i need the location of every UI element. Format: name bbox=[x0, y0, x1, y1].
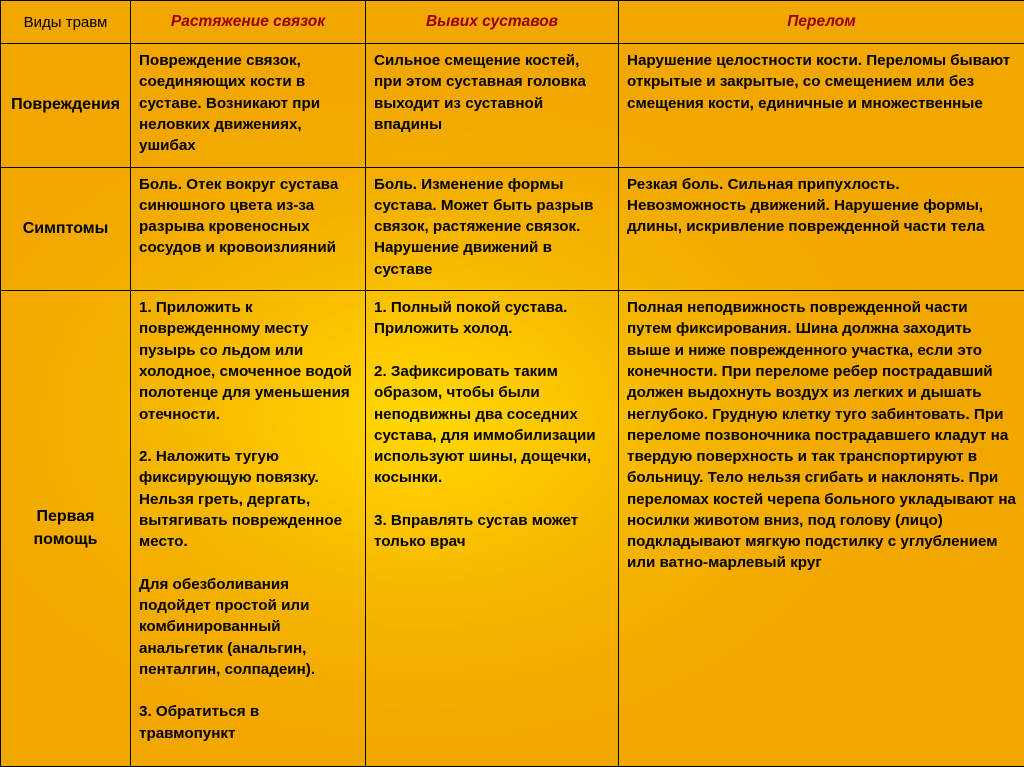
rowlabel-damage: Повреждения bbox=[1, 44, 131, 168]
header-dislocation: Вывих суставов bbox=[366, 1, 619, 44]
cell-symptoms-sprain: Боль. Отек вокруг сустава синюшного цвет… bbox=[131, 167, 366, 291]
row-symptoms: Симптомы Боль. Отек вокруг сустава синюш… bbox=[1, 167, 1024, 291]
injury-types-table: Виды травм Растяжение связок Вывих суста… bbox=[0, 0, 1024, 767]
cell-firstaid-sprain: 1. Приложить к поврежденному месту пузыр… bbox=[131, 291, 366, 767]
cell-firstaid-dislocation: 1. Полный покой сустава. Приложить холод… bbox=[366, 291, 619, 767]
cell-firstaid-fracture: Полная неподвижность поврежденной части … bbox=[619, 291, 1024, 767]
table-header-row: Виды травм Растяжение связок Вывих суста… bbox=[1, 1, 1024, 44]
header-fracture: Перелом bbox=[619, 1, 1024, 44]
rowlabel-symptoms: Симптомы bbox=[1, 167, 131, 291]
header-types: Виды травм bbox=[1, 1, 131, 44]
row-firstaid: Первая помощь 1. Приложить к поврежденно… bbox=[1, 291, 1024, 767]
cell-damage-fracture: Нарушение целостности кости. Переломы бы… bbox=[619, 44, 1024, 168]
rowlabel-firstaid: Первая помощь bbox=[1, 291, 131, 767]
cell-damage-dislocation: Сильное смещение костей, при этом сустав… bbox=[366, 44, 619, 168]
header-sprain: Растяжение связок bbox=[131, 1, 366, 44]
row-damage: Повреждения Повреждение связок, соединяю… bbox=[1, 44, 1024, 168]
cell-symptoms-dislocation: Боль. Изменение формы сустава. Может быт… bbox=[366, 167, 619, 291]
cell-symptoms-fracture: Резкая боль. Сильная припухлость. Невозм… bbox=[619, 167, 1024, 291]
cell-damage-sprain: Повреждение связок, соединяющих кости в … bbox=[131, 44, 366, 168]
